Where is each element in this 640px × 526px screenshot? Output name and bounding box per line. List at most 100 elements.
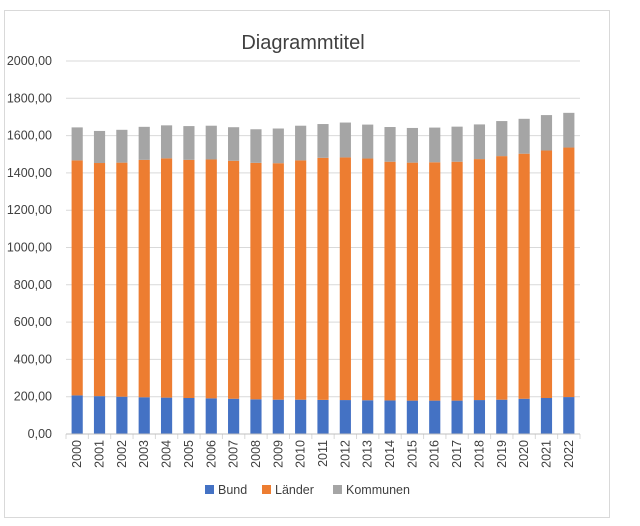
legend-swatch: [333, 485, 342, 494]
bar-kommunen: [362, 124, 374, 159]
bar-kommunen: [540, 115, 553, 151]
bar-länder: [473, 159, 486, 401]
bar-kommunen: [295, 125, 307, 161]
bar-länder: [362, 158, 374, 401]
bar-länder: [205, 159, 217, 399]
bar-länder: [518, 153, 530, 399]
x-tick-label: 2001: [93, 440, 107, 468]
bar-kommunen: [272, 128, 284, 164]
bar-bund: [183, 398, 195, 434]
bar-kommunen: [384, 127, 396, 162]
bar-bund: [295, 399, 307, 434]
bar-bund: [406, 400, 418, 434]
bar-bund: [384, 400, 396, 434]
bar-bund: [362, 400, 374, 434]
bar-länder: [451, 161, 463, 401]
x-tick-label: 2016: [428, 440, 442, 468]
x-tick-label: 2007: [227, 440, 241, 468]
bar-kommunen: [496, 121, 508, 157]
bar-kommunen: [71, 127, 83, 161]
y-axis: 0,00 200,00 400,00 600,00 800,00 1000,00 1200,…: [7, 54, 52, 441]
bar-bund: [563, 397, 575, 434]
x-tick-label: 2004: [160, 440, 174, 468]
bar-kommunen: [93, 130, 106, 164]
bar-bund: [473, 400, 486, 434]
bar-bund: [451, 400, 463, 434]
x-tick-label: 2009: [271, 440, 285, 468]
bar-bund: [429, 400, 441, 434]
x-tick-label: 2011: [316, 440, 330, 467]
y-tick-label: 1600,00: [7, 129, 52, 143]
x-tick-label: 2000: [70, 440, 84, 468]
x-tick-label: 2014: [383, 440, 397, 468]
y-tick-label: 0,00: [28, 427, 52, 441]
bar-kommunen: [563, 112, 575, 148]
bar-bund: [540, 398, 553, 434]
x-tick-label: 2017: [450, 440, 464, 468]
x-tick-label: 2006: [204, 440, 218, 468]
x-tick-label: 2012: [338, 440, 352, 468]
chart-title: Diagrammtitel: [241, 32, 364, 54]
bar-länder: [272, 163, 284, 400]
bar-kommunen: [406, 127, 418, 163]
x-tick-label: 2010: [294, 440, 308, 468]
bar-bund: [205, 398, 217, 434]
legend-item-länder: Länder: [262, 483, 314, 497]
bar-kommunen: [339, 122, 351, 158]
bar-kommunen: [518, 118, 530, 154]
x-tick-label: 2003: [137, 440, 151, 468]
bar-länder: [496, 156, 508, 400]
bar-bund: [160, 397, 173, 434]
y-tick-label: 1000,00: [7, 241, 52, 255]
bar-länder: [384, 161, 396, 401]
bar-länder: [339, 157, 351, 401]
bar-bund: [71, 395, 83, 434]
legend-swatch: [262, 485, 271, 494]
bar-kommunen: [116, 129, 128, 163]
x-tick-label: 2020: [517, 440, 531, 468]
x-tick-label: 2002: [115, 440, 129, 468]
legend-swatch: [205, 485, 214, 494]
bar-bund: [250, 399, 262, 434]
y-tick-label: 2000,00: [7, 54, 52, 68]
bar-kommunen: [429, 127, 441, 163]
bar-bund: [317, 399, 329, 434]
bar-länder: [116, 162, 128, 397]
x-tick-label: 2008: [249, 440, 263, 468]
legend-item-bund: Bund: [205, 483, 247, 497]
legend-item-kommunen: Kommunen: [333, 483, 410, 497]
bar-länder: [406, 162, 418, 401]
bar-länder: [540, 150, 553, 399]
bar-kommunen: [160, 125, 173, 159]
y-tick-label: 200,00: [14, 390, 52, 404]
bar-bund: [116, 396, 128, 434]
x-tick-label: 2018: [472, 440, 486, 468]
bar-länder: [429, 162, 441, 401]
bar-kommunen: [473, 124, 486, 160]
bar-bund: [496, 399, 508, 434]
bar-länder: [563, 147, 575, 398]
bar-länder: [71, 160, 83, 396]
y-tick-label: 800,00: [14, 278, 52, 292]
bar-länder: [183, 159, 195, 399]
bar-kommunen: [451, 126, 463, 162]
bar-kommunen: [250, 129, 262, 163]
legend-label: Kommunen: [346, 483, 410, 497]
legend-label: Bund: [218, 483, 247, 497]
bar-kommunen: [138, 126, 150, 160]
bar-bund: [272, 399, 284, 434]
bar-länder: [228, 160, 240, 399]
y-tick-label: 400,00: [14, 352, 52, 366]
y-tick-label: 1400,00: [7, 166, 52, 180]
bar-kommunen: [183, 126, 195, 160]
bar-länder: [160, 158, 173, 398]
x-axis: 2000 2001 2002 2003 2004 2005 2006 2007 2008 2009…: [65, 433, 581, 468]
y-tick-label: 600,00: [14, 315, 52, 329]
legend-label: Länder: [275, 483, 314, 497]
bar-bund: [518, 398, 530, 434]
y-tick-label: 1800,00: [7, 91, 52, 105]
bar-länder: [93, 163, 106, 397]
bar-bund: [93, 396, 106, 434]
bar-kommunen: [205, 125, 217, 160]
